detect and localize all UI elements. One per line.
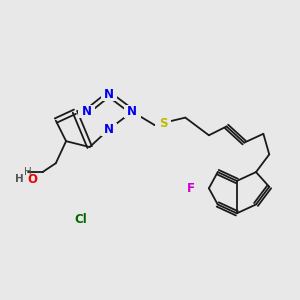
Text: F: F — [187, 182, 195, 195]
Text: H: H — [15, 174, 23, 184]
Text: N: N — [104, 88, 114, 100]
Bar — [100, 123, 117, 136]
Text: Cl: Cl — [74, 213, 87, 226]
Bar — [100, 88, 117, 100]
Text: N: N — [127, 105, 137, 118]
Text: N: N — [104, 123, 114, 136]
Text: O: O — [27, 173, 37, 186]
Bar — [24, 173, 40, 186]
Bar — [124, 105, 141, 118]
Bar — [155, 117, 172, 130]
Bar — [78, 105, 95, 118]
Text: H: H — [24, 167, 32, 177]
Bar — [183, 182, 200, 195]
Text: S: S — [159, 117, 167, 130]
Bar — [11, 173, 27, 186]
Text: N: N — [82, 105, 92, 118]
Bar — [70, 213, 92, 226]
